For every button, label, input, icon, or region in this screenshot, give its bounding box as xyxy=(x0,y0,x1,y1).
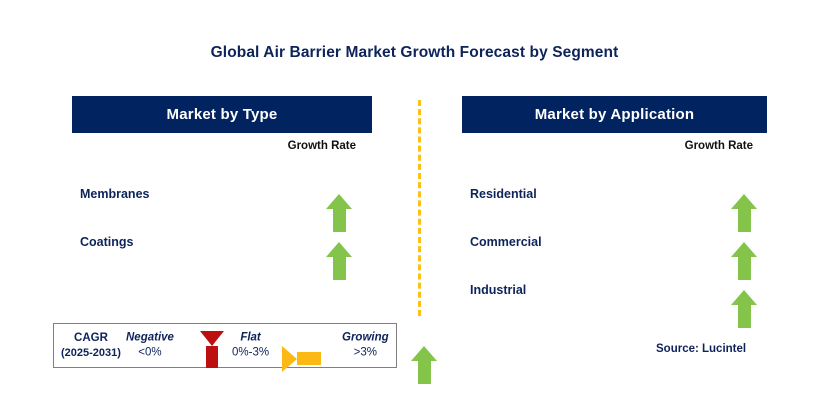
legend-label-negative: Negative xyxy=(126,330,174,343)
source-attribution: Source: Lucintel xyxy=(656,343,747,355)
segment-label-industrial: Industrial xyxy=(470,283,527,297)
legend-range-growing: >3% xyxy=(353,346,377,359)
segment-label-membranes: Membranes xyxy=(80,187,150,201)
legend-range-flat: 0%-3% xyxy=(232,346,270,359)
segment-label-coatings: Coatings xyxy=(80,235,134,249)
table-row: Residential xyxy=(462,170,767,232)
segment-label-commercial: Commercial xyxy=(470,235,542,249)
table-row: Membranes xyxy=(72,170,372,232)
panel-divider xyxy=(418,100,421,316)
segment-label-residential: Residential xyxy=(470,187,537,201)
legend-cagr-period: (2025-2031) xyxy=(61,346,121,359)
segment-rows-application: Residential Commercial Industrial xyxy=(462,170,767,328)
table-row: Coatings xyxy=(72,218,372,280)
growth-rate-label-application: Growth Rate xyxy=(684,140,753,152)
legend-cagr-label: CAGR xyxy=(74,331,108,344)
table-row: Commercial xyxy=(462,218,767,280)
panel-header-market-by-type: Market by Type xyxy=(72,96,372,133)
page-title: Global Air Barrier Market Growth Forecas… xyxy=(210,44,619,61)
growth-rate-label-type: Growth Rate xyxy=(287,140,356,152)
cagr-legend: CAGR (2025-2031) Negative <0% Flat 0%-3% xyxy=(53,323,437,384)
legend-label-flat: Flat xyxy=(240,330,261,343)
panel-market-by-type: Market by Type Growth Rate Membranes Coa… xyxy=(72,96,372,280)
legend-label-growing: Growing xyxy=(342,330,389,343)
panel-header-market-by-application: Market by Application xyxy=(462,96,767,133)
segment-rows-type: Membranes Coatings xyxy=(72,170,372,280)
legend-range-negative: <0% xyxy=(138,346,162,359)
panel-market-by-application: Market by Application Growth Rate Reside… xyxy=(462,96,767,328)
table-row: Industrial xyxy=(462,266,767,328)
